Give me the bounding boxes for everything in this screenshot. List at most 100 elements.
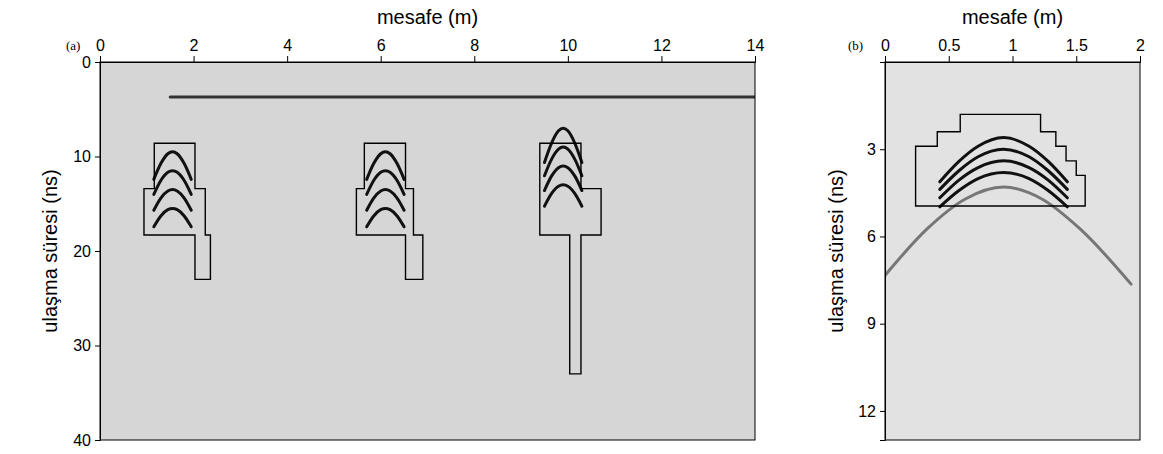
plot-frame: [885, 62, 1140, 440]
x-tick: 0.5: [938, 37, 960, 62]
x-tick: 10: [559, 37, 577, 62]
panel-label: (a): [66, 38, 80, 53]
reflection: [544, 185, 581, 206]
tick-mark: [1076, 56, 1077, 62]
tick-mark: [287, 56, 288, 62]
panel: 0 0.5 1 1.5 2 3 6 9 12 mesafe (m) ulaşma süresi (n…: [825, 6, 1145, 441]
axis-line: [880, 63, 886, 441]
tick-mark: [885, 56, 886, 62]
reflection: [544, 147, 581, 176]
y-tick: 30: [73, 337, 100, 354]
tick-label: 6: [867, 228, 876, 245]
y-tick: 20: [73, 243, 100, 260]
reflection: [367, 152, 404, 180]
x-axis-title: mesafe (m): [377, 6, 478, 28]
y-axis: 3 6 9 12: [858, 63, 885, 441]
tick-mark: [95, 251, 100, 252]
tick-label: 3: [867, 141, 876, 158]
axis-line: [886, 56, 1141, 63]
axis-line: [101, 56, 756, 63]
tick-label: 0: [881, 37, 890, 54]
x-tick: 0: [96, 37, 105, 62]
x-tick: 2: [1136, 37, 1145, 62]
plot-frame: [100, 62, 755, 440]
tick-label: 1: [1009, 37, 1018, 54]
reflection: [885, 187, 1131, 284]
tick-mark: [1013, 56, 1014, 62]
tick-label: 12: [653, 37, 671, 54]
y-axis: 0 10 20 30 40: [73, 54, 100, 449]
tick-mark: [95, 62, 100, 63]
x-tick: 8: [470, 37, 479, 62]
tick-label: 2: [1136, 37, 1145, 54]
x-tick: 1.5: [1066, 37, 1088, 62]
figure: 02468101214010203040mesafe (m)ulaşma sür…: [0, 0, 1163, 454]
tick-mark: [880, 411, 885, 412]
plot-background: [100, 62, 755, 440]
marks: [885, 114, 1131, 284]
x-tick: 6: [377, 37, 386, 62]
tick-label: 20: [73, 243, 91, 260]
tick-mark: [1140, 56, 1141, 62]
tick-mark: [381, 56, 382, 62]
y-tick: 12: [858, 403, 885, 420]
y-tick: 0: [82, 54, 100, 71]
reflection: [170, 95, 755, 98]
window-outline: [144, 143, 210, 279]
reflection: [940, 149, 1067, 189]
y-tick: 3: [867, 141, 885, 158]
x-axis-title: mesafe (m): [962, 6, 1063, 28]
tick-label: 30: [73, 337, 91, 354]
tick-mark: [568, 56, 569, 62]
x-axis: 0 0.5 1 1.5 2: [881, 37, 1145, 63]
tick-label: 0: [96, 37, 105, 54]
tick-label: 10: [559, 37, 577, 54]
tick-label: 10: [73, 148, 91, 165]
marks: [144, 97, 755, 374]
reflection: [154, 152, 191, 180]
reflection: [367, 208, 404, 226]
y-axis-title: ulaşma süresi (ns): [39, 169, 61, 332]
y-tick: 6: [867, 228, 885, 245]
tick-mark: [880, 149, 885, 150]
y-tick: 40: [73, 432, 100, 449]
tick-label: 8: [470, 37, 479, 54]
tick-label: 2: [190, 37, 199, 54]
tick-mark: [880, 324, 885, 325]
window-outline: [356, 143, 422, 279]
tick-mark: [474, 56, 475, 62]
x-tick: 0: [881, 37, 890, 62]
window-outline: [540, 143, 601, 374]
tick-mark: [95, 440, 100, 441]
x-axis: 0 2 4 6 8 10 12 14: [96, 37, 764, 63]
reflection: [544, 166, 581, 191]
plot-background: [885, 62, 1140, 440]
tick-label: 0: [82, 54, 91, 71]
y-tick: 10: [73, 148, 100, 165]
tick-label: 0.5: [938, 37, 960, 54]
panel-label: (b): [848, 38, 863, 53]
tick-label: 6: [377, 37, 386, 54]
tick-label: 1.5: [1066, 37, 1088, 54]
x-tick: 14: [747, 37, 765, 62]
tick-mark: [95, 157, 100, 158]
tick-mark: [95, 346, 100, 347]
window-outline: [916, 114, 1086, 206]
tick-label: 4: [283, 37, 292, 54]
y-tick: 9: [867, 315, 885, 332]
tick-mark: [949, 56, 950, 62]
reflection: [544, 128, 581, 162]
tick-label: 40: [73, 432, 91, 449]
x-tick: 4: [283, 37, 292, 62]
x-tick: 12: [653, 37, 671, 62]
tick-label: 14: [747, 37, 765, 54]
tick-label: 9: [867, 315, 876, 332]
axis-line: [95, 63, 101, 441]
y-axis-title: ulaşma süresi (ns): [825, 169, 847, 332]
tick-label: 12: [858, 403, 876, 420]
tick-mark: [755, 56, 756, 62]
tick-mark: [194, 56, 195, 62]
reflection: [154, 208, 191, 226]
tick-mark: [661, 56, 662, 62]
x-tick: 2: [190, 37, 199, 62]
